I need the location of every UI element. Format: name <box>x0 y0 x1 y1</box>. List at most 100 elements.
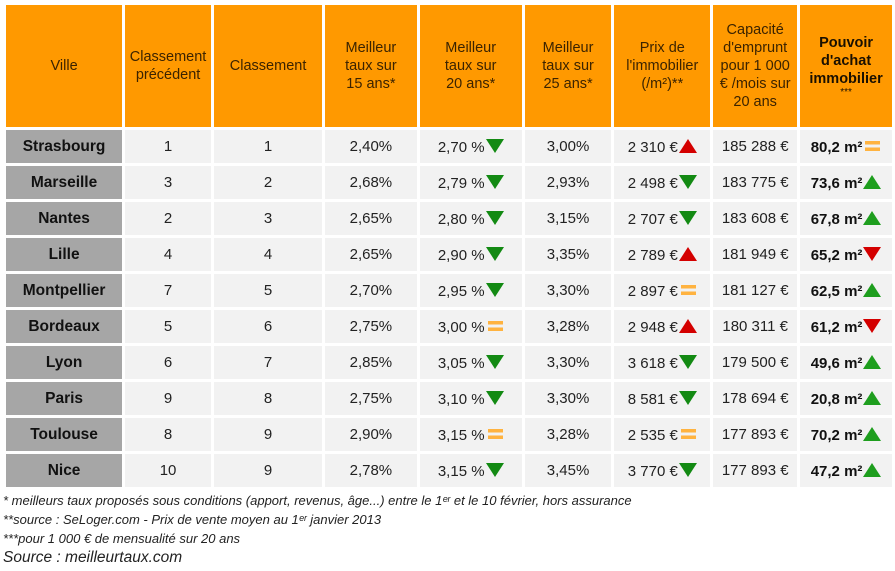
up-green-arrow-icon <box>863 174 882 189</box>
value: 3,15 % <box>437 426 485 444</box>
cell-taux-15: 2,90% <box>325 418 417 451</box>
value: 2,95 % <box>437 282 485 300</box>
value: 3 770 € <box>627 462 678 480</box>
equal-arrow-icon <box>487 320 503 331</box>
value: 2,70 % <box>437 138 485 156</box>
header-ville: Ville <box>6 5 123 127</box>
header-stars: *** <box>840 87 852 98</box>
header-prix: Prix de l'immobilier (/m²)** <box>614 5 711 127</box>
value: 67,8 m² <box>810 210 863 228</box>
value: 2 535 € <box>627 426 678 444</box>
value: 2,80 % <box>437 210 485 228</box>
cell-prix: 2 498 € <box>614 166 711 199</box>
cell-ville: Nantes <box>6 202 123 235</box>
cell-pouvoir: 73,6 m² <box>800 166 892 199</box>
value: 2 707 € <box>627 210 678 228</box>
cell-classement: 1 <box>213 130 323 163</box>
cell-prix: 2 707 € <box>614 202 711 235</box>
header-row: Ville Classement précédent Classement Me… <box>6 5 892 127</box>
down-green-arrow-icon <box>678 210 697 225</box>
up-red-arrow-icon <box>678 138 697 153</box>
value: 3 618 € <box>627 354 678 372</box>
cell-ville: Strasbourg <box>6 130 123 163</box>
down-green-arrow-icon <box>485 390 504 405</box>
header-label: Meilleur taux sur 15 ans* <box>345 40 397 92</box>
cell-taux-15: 2,65% <box>325 238 417 271</box>
cell-ville: Lille <box>6 238 123 271</box>
table-row: Marseille 3 2 2,68% 2,79 % 2,93% 2 498 € 183 77… <box>6 166 892 199</box>
down-green-arrow-icon <box>678 174 697 189</box>
cell-ville: Bordeaux <box>6 310 123 343</box>
cell-classement-precedent: 1 <box>125 130 211 163</box>
equal-arrow-icon <box>865 140 881 151</box>
cell-taux-25: 2,93% <box>524 166 612 199</box>
source: Source : meilleurtaux.com <box>3 549 183 566</box>
cell-prix: 2 535 € <box>614 418 711 451</box>
value: 49,6 m² <box>810 354 863 372</box>
value: 3,05 % <box>437 354 485 372</box>
footnote-3: ***pour 1 000 € de mensualité sur 20 ans <box>3 531 241 546</box>
table-row: Toulouse 8 9 2,90% 3,15 % 3,28% 2 535 € 177 893… <box>6 418 892 451</box>
cell-classement-precedent: 7 <box>125 274 211 307</box>
cell-capacite: 177 893 € <box>713 418 798 451</box>
cell-taux-25: 3,45% <box>524 454 612 487</box>
cell-pouvoir: 61,2 m² <box>800 310 892 343</box>
down-green-arrow-icon <box>485 282 504 297</box>
cell-taux-20: 3,10 % <box>419 382 522 415</box>
cell-classement: 9 <box>213 454 323 487</box>
cell-capacite: 183 608 € <box>713 202 798 235</box>
cell-prix: 2 897 € <box>614 274 711 307</box>
value: 70,2 m² <box>810 426 863 444</box>
cell-prix: 2 310 € <box>614 130 711 163</box>
footnote-1: * meilleurs taux proposés sous condition… <box>3 493 632 508</box>
value: 2 897 € <box>627 282 678 300</box>
value: 3,00 % <box>437 318 485 336</box>
cell-prix: 3 770 € <box>614 454 711 487</box>
cell-classement-precedent: 8 <box>125 418 211 451</box>
cell-classement: 9 <box>213 418 323 451</box>
header-label: Prix de l'immobilier (/m²)** <box>626 40 699 92</box>
cell-capacite: 180 311 € <box>713 310 798 343</box>
cell-taux-20: 2,95 % <box>419 274 522 307</box>
cell-prix: 2 789 € <box>614 238 711 271</box>
cell-taux-15: 2,75% <box>325 310 417 343</box>
cell-capacite: 178 694 € <box>713 382 798 415</box>
table-row: Lyon 6 7 2,85% 3,05 % 3,30% 3 618 € 179 500 € 49… <box>6 346 892 379</box>
cell-taux-15: 2,40% <box>325 130 417 163</box>
down-red-arrow-icon <box>863 246 882 261</box>
cell-taux-15: 2,65% <box>325 202 417 235</box>
equal-arrow-icon <box>680 284 696 295</box>
down-green-arrow-icon <box>485 174 504 189</box>
cell-pouvoir: 80,2 m² <box>800 130 892 163</box>
cell-taux-25: 3,15% <box>524 202 612 235</box>
cell-taux-25: 3,35% <box>524 238 612 271</box>
cell-pouvoir: 49,6 m² <box>800 346 892 379</box>
value: 47,2 m² <box>810 462 863 480</box>
down-green-arrow-icon <box>485 210 504 225</box>
cell-capacite: 179 500 € <box>713 346 798 379</box>
equal-arrow-icon <box>487 428 503 439</box>
cell-taux-20: 3,15 % <box>419 454 522 487</box>
cell-taux-20: 2,80 % <box>419 202 522 235</box>
value: 73,6 m² <box>810 174 863 192</box>
cell-ville: Nice <box>6 454 123 487</box>
cell-classement: 2 <box>213 166 323 199</box>
cell-prix: 8 581 € <box>614 382 711 415</box>
value: 8 581 € <box>627 390 678 408</box>
down-red-arrow-icon <box>863 318 882 333</box>
up-green-arrow-icon <box>863 426 882 441</box>
cell-classement: 8 <box>213 382 323 415</box>
down-green-arrow-icon <box>485 138 504 153</box>
cell-classement: 7 <box>213 346 323 379</box>
cell-pouvoir: 20,8 m² <box>800 382 892 415</box>
cell-taux-20: 3,15 % <box>419 418 522 451</box>
value: 2 789 € <box>627 246 678 264</box>
value: 2 310 € <box>627 138 678 156</box>
value: 2,79 % <box>437 174 485 192</box>
header-label: Meilleur taux sur 20 ans* <box>444 40 497 92</box>
table-row: Nice 10 9 2,78% 3,15 % 3,45% 3 770 € 177 893 € 4… <box>6 454 892 487</box>
cell-taux-25: 3,00% <box>524 130 612 163</box>
down-green-arrow-icon <box>485 462 504 477</box>
table-row: Lille 4 4 2,65% 2,90 % 3,35% 2 789 €181 949 €6… <box>6 238 892 271</box>
cell-pouvoir: 62,5 m² <box>800 274 892 307</box>
